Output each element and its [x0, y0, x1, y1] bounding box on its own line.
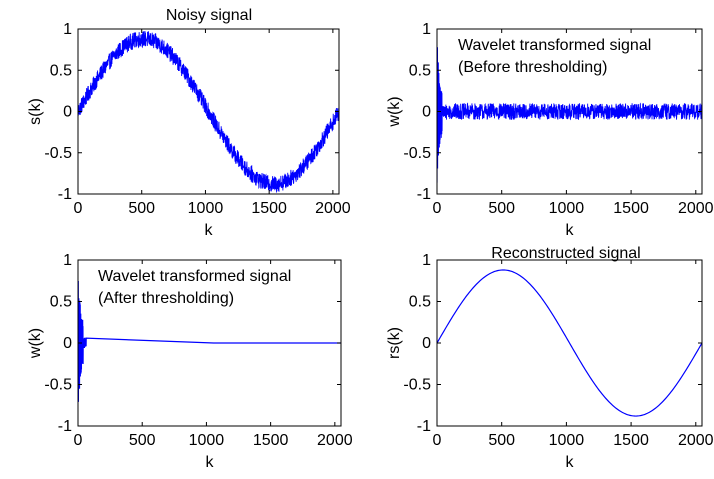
x-tick-label: 1000: [549, 200, 585, 217]
x-tick-label: 1000: [549, 432, 585, 449]
x-tick-label: 2000: [678, 200, 714, 217]
y-tick-label: 0.5: [50, 294, 72, 311]
x-tick-label: 500: [488, 432, 515, 449]
y-tick-label: -0.5: [44, 377, 72, 394]
x-axis-label: k: [206, 454, 215, 471]
panel-wavelet-after-thresholding: 0 500 1000 1500 2000 1 0.5 0 -0.5 -1 k w(k) Wavelet …: [27, 252, 353, 471]
y-tick-label: 0.5: [409, 294, 431, 311]
y-tick-label: 1: [63, 21, 72, 38]
x-axis-label: k: [566, 454, 575, 471]
x-tick-label: 2000: [315, 200, 351, 217]
series-line: [437, 269, 702, 417]
x-tick-label: 2000: [678, 432, 714, 449]
x-tick-label: 1500: [613, 200, 649, 217]
y-tick-label: -0.5: [403, 145, 431, 162]
x-tick-label: 0: [433, 432, 442, 449]
x-tick-label: 0: [74, 432, 83, 449]
y-axis-label: w(k): [27, 328, 44, 359]
panel-annotation: (After thresholding): [98, 290, 234, 307]
x-tick-label: 1000: [189, 432, 225, 449]
x-axis-label: k: [566, 222, 575, 239]
series-line: [78, 31, 339, 194]
x-tick-label: 500: [128, 200, 155, 217]
panel-annotation: Wavelet transformed signal: [98, 268, 291, 285]
panel-wavelet-before-thresholding: 0 500 1000 1500 2000 1 0.5 0 -0.5 -1 k w(k) Wavelet …: [386, 21, 714, 239]
y-tick-label: 0: [63, 104, 72, 121]
y-axis-label: w(k): [386, 96, 403, 127]
y-tick-label: 1: [422, 21, 431, 38]
y-tick-label: 0.5: [409, 62, 431, 79]
y-tick-label: 1: [422, 252, 431, 269]
x-tick-label: 0: [433, 200, 442, 217]
y-tick-label: 0.5: [50, 62, 72, 79]
y-axis-label: s(k): [27, 98, 44, 125]
panel-annotation: Wavelet transformed signal: [458, 37, 651, 54]
y-tick-label: -0.5: [403, 377, 431, 394]
series-line: [437, 47, 702, 183]
y-tick-label: -0.5: [44, 145, 72, 162]
y-tick-label: -1: [58, 186, 72, 203]
x-tick-label: 500: [488, 200, 515, 217]
panel-noisy-signal: 0 500 1000 1500 2000 1 0.5 0 -0.5 -1 k s(k) Noisy si…: [27, 7, 351, 239]
x-tick-label: 2000: [317, 432, 353, 449]
y-tick-label: -1: [417, 418, 431, 435]
series-line: [78, 281, 341, 402]
x-tick-label: 500: [129, 432, 156, 449]
x-tick-label: 1500: [613, 432, 649, 449]
panel-annotation: (Before thresholding): [458, 59, 607, 76]
panel-reconstructed-signal: 0 500 1000 1500 2000 1 0.5 0 -0.5 -1 k rs(k) Reconst…: [386, 245, 714, 471]
x-tick-label: 1500: [253, 432, 289, 449]
panel-title: Noisy signal: [166, 7, 252, 24]
x-tick-label: 1500: [251, 200, 287, 217]
x-tick-label: 1000: [188, 200, 224, 217]
x-axis-label: k: [205, 222, 214, 239]
y-tick-label: -1: [58, 418, 72, 435]
y-tick-label: 1: [63, 252, 72, 269]
y-tick-label: 0: [63, 335, 72, 352]
panel-title: Reconstructed signal: [491, 245, 640, 262]
y-axis-label: rs(k): [386, 327, 403, 359]
y-tick-label: -1: [417, 186, 431, 203]
y-tick-label: 0: [422, 335, 431, 352]
x-tick-label: 0: [74, 200, 83, 217]
y-tick-label: 0: [422, 104, 431, 121]
